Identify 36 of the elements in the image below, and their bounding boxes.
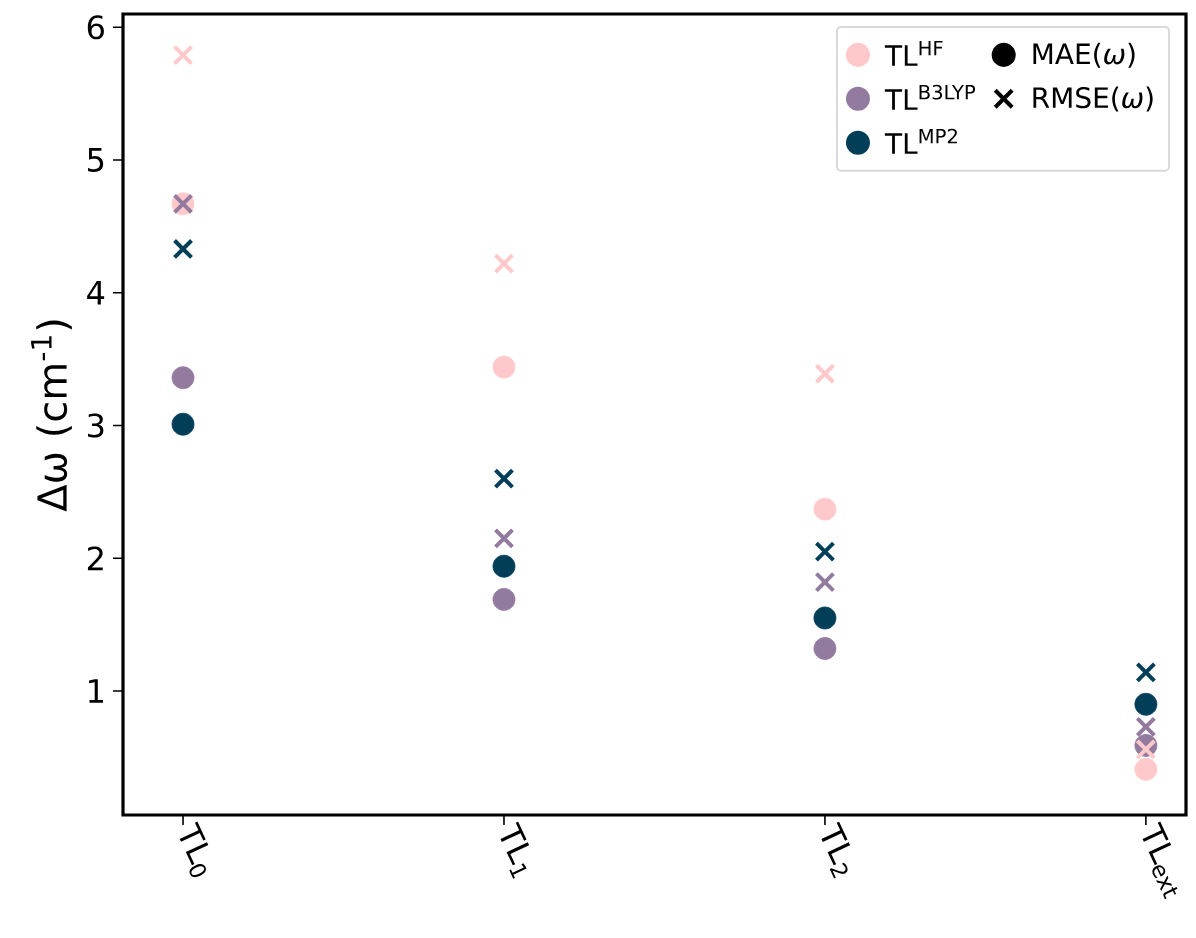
- y-tick-label: 3: [88, 413, 104, 438]
- point: [1134, 757, 1158, 781]
- point: [171, 366, 195, 390]
- x-tick-label: TL$_{2}$: [821, 821, 851, 879]
- point: [1134, 692, 1158, 716]
- point: [171, 412, 195, 436]
- y-tick-label: 5: [88, 148, 104, 172]
- point: [493, 253, 515, 275]
- point: [492, 355, 516, 379]
- point: [814, 571, 836, 593]
- point: [1135, 661, 1157, 683]
- y-tick-label: 2: [87, 546, 103, 571]
- legend-label: TL$^{B3LYP}$: [884, 84, 976, 110]
- point: [813, 606, 837, 630]
- point: [813, 637, 837, 660]
- point: [172, 44, 194, 66]
- point: [492, 588, 516, 611]
- point: [813, 497, 837, 521]
- point: [814, 541, 836, 563]
- legend-label: RMSE(ω): [1033, 86, 1153, 112]
- point: [172, 238, 194, 260]
- point: [492, 554, 516, 578]
- x-tick-label: TL$_{ext}$: [1142, 821, 1178, 900]
- y-tick-label: 1: [89, 679, 103, 703]
- y-tick-label: 6: [87, 15, 104, 40]
- legend-label: MAE(ω): [1033, 42, 1135, 68]
- point: [493, 527, 515, 549]
- legend-label: TL$^{MP2}$: [884, 128, 957, 154]
- point: [493, 468, 515, 490]
- y-axis-title: Δω (cm$^{-1}$): [31, 320, 72, 512]
- point: [1135, 716, 1157, 738]
- x-tick-label: TL$_{0}$: [179, 821, 209, 878]
- x-tick-label: TL$_{1}$: [500, 821, 530, 879]
- point: [814, 363, 836, 385]
- y-tick-label: 4: [87, 281, 105, 305]
- legend-label: TL$^{HF}$: [884, 40, 943, 66]
